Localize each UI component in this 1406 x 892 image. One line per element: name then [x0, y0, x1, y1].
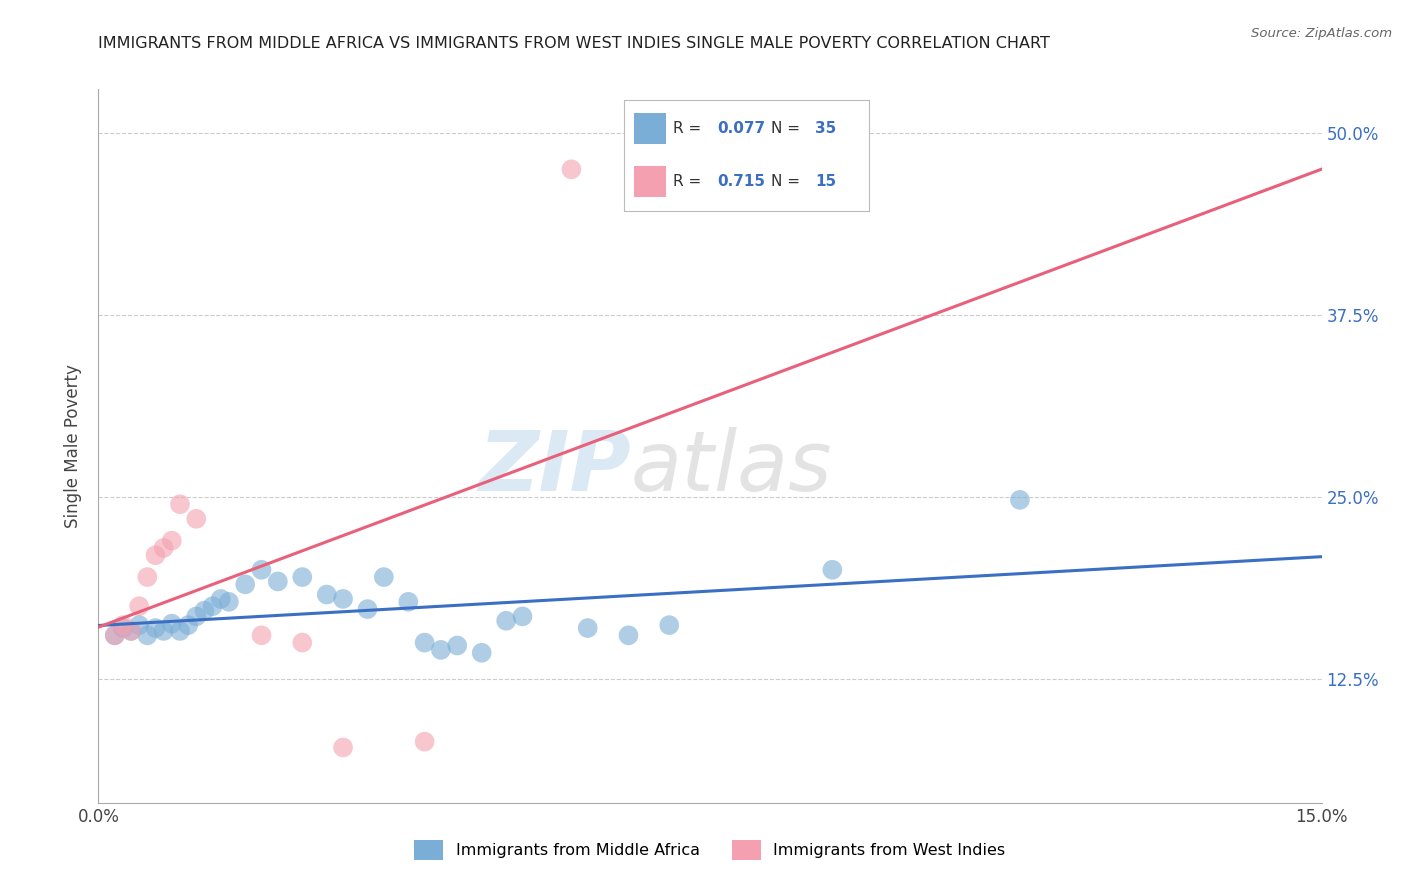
Point — [186, 609, 208, 624]
Point — [145, 548, 167, 562]
Text: IMMIGRANTS FROM MIDDLE AFRICA VS IMMIGRANTS FROM WEST INDIES SINGLE MALE POVERTY: IMMIGRANTS FROM MIDDLE AFRICA VS IMMIGRA… — [98, 36, 1050, 51]
Point — [512, 609, 534, 624]
Legend: Immigrants from Middle Africa, Immigrants from West Indies: Immigrants from Middle Africa, Immigrant… — [408, 834, 1012, 866]
Point — [209, 591, 232, 606]
Point — [169, 624, 191, 638]
Text: N =: N = — [770, 174, 806, 189]
Text: ZIP: ZIP — [478, 427, 630, 508]
Point — [233, 577, 256, 591]
Point — [104, 628, 127, 642]
Point — [111, 621, 134, 635]
Point — [152, 624, 174, 638]
Point — [145, 621, 167, 635]
Point — [291, 570, 314, 584]
Point — [128, 599, 150, 614]
Point — [160, 616, 183, 631]
Point — [152, 541, 174, 555]
Text: N =: N = — [770, 120, 806, 136]
Point — [120, 624, 142, 638]
Point — [560, 162, 582, 177]
Point — [446, 639, 468, 653]
Point — [136, 628, 159, 642]
Text: atlas: atlas — [630, 427, 832, 508]
Point — [267, 574, 290, 589]
Text: 15: 15 — [815, 174, 837, 189]
Point — [120, 624, 142, 638]
Point — [332, 740, 354, 755]
Text: Source: ZipAtlas.com: Source: ZipAtlas.com — [1251, 27, 1392, 40]
Point — [471, 646, 494, 660]
Point — [104, 628, 127, 642]
Text: R =: R = — [673, 120, 706, 136]
Point — [413, 635, 436, 649]
Point — [136, 570, 159, 584]
Point — [169, 497, 191, 511]
Point — [250, 628, 273, 642]
Point — [201, 599, 224, 614]
Point — [128, 618, 150, 632]
Point — [332, 591, 354, 606]
Text: R =: R = — [673, 174, 706, 189]
Point — [576, 621, 599, 635]
Point — [658, 618, 681, 632]
Point — [821, 563, 844, 577]
Bar — [634, 113, 666, 145]
Point — [617, 628, 640, 642]
Point — [177, 618, 200, 632]
Point — [356, 602, 378, 616]
Y-axis label: Single Male Poverty: Single Male Poverty — [65, 364, 83, 528]
Point — [193, 603, 215, 617]
Point — [218, 595, 240, 609]
Point — [186, 512, 208, 526]
Text: 0.077: 0.077 — [717, 120, 765, 136]
Point — [160, 533, 183, 548]
Point — [1008, 492, 1031, 507]
Point — [396, 595, 419, 609]
Text: 35: 35 — [815, 120, 837, 136]
Point — [315, 588, 337, 602]
Point — [250, 563, 273, 577]
Point — [373, 570, 395, 584]
Bar — [634, 166, 666, 197]
Text: 0.715: 0.715 — [717, 174, 765, 189]
Point — [430, 643, 453, 657]
Point — [495, 614, 517, 628]
Point — [291, 635, 314, 649]
Point — [413, 734, 436, 748]
Point — [111, 618, 134, 632]
